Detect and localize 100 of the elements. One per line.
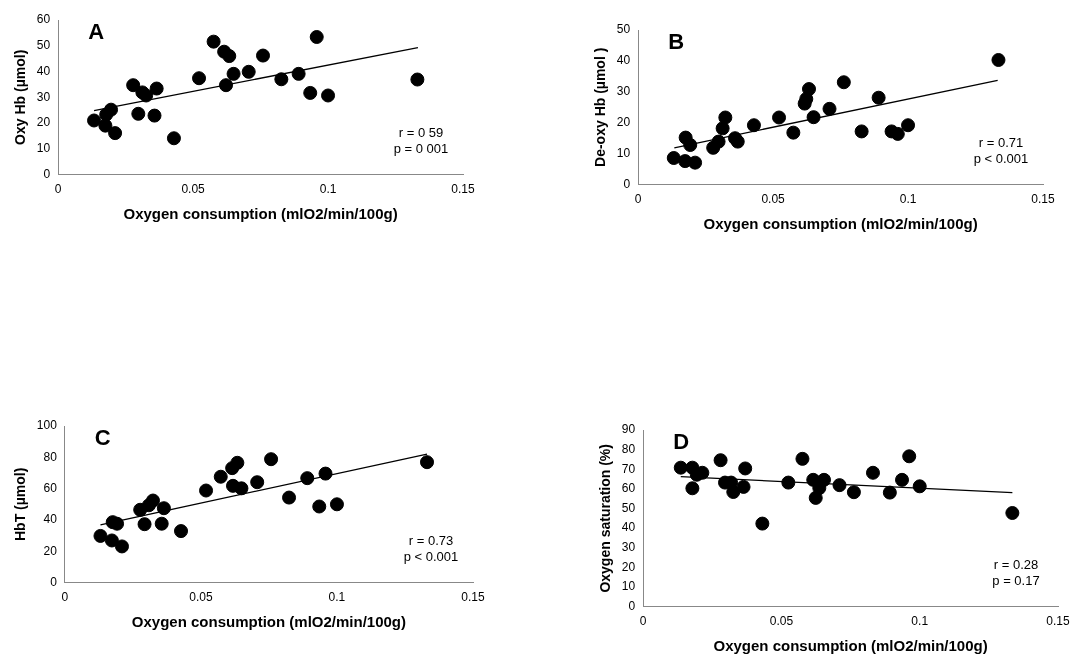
chart-title: B — [668, 29, 685, 55]
y-tick-label: 20 — [43, 543, 58, 558]
point — [781, 475, 796, 490]
point — [139, 88, 154, 103]
x-tick-label: 0.1 — [911, 614, 929, 629]
point — [772, 110, 787, 125]
point — [98, 118, 113, 133]
y-tick-label: 90 — [621, 422, 636, 437]
y-tick-label: 10 — [36, 141, 51, 156]
point — [282, 490, 297, 505]
point — [786, 125, 801, 140]
point — [726, 485, 741, 500]
x-tick-label: 0.1 — [899, 192, 917, 207]
y-tick-label: 0 — [43, 166, 51, 181]
point — [303, 85, 318, 100]
y-tick-label: 60 — [43, 480, 58, 495]
point — [666, 151, 681, 166]
y-tick-label: 60 — [621, 481, 636, 496]
point — [234, 481, 249, 496]
x-tick-label: 0.15 — [451, 182, 475, 197]
point — [715, 121, 730, 136]
point — [795, 451, 810, 466]
y-tick-label: 20 — [616, 115, 631, 130]
point — [410, 72, 425, 87]
annotation: p = 0 001 — [393, 140, 449, 156]
x-tick-label: 0.05 — [769, 614, 794, 629]
point — [166, 131, 181, 146]
y-tick-label: 0 — [50, 574, 58, 589]
x-tick-label: 0.05 — [189, 590, 213, 605]
point — [738, 461, 753, 476]
point — [901, 118, 916, 133]
y-tick-label: 40 — [616, 53, 631, 68]
annotation: r = 0.28 — [993, 556, 1039, 572]
point — [108, 126, 123, 141]
x-axis-title: Oxygen consumption (mlO2/min/100g) — [713, 637, 988, 655]
point — [137, 517, 152, 532]
point — [206, 34, 221, 49]
chart-title: C — [94, 425, 111, 451]
annotation: p < 0.001 — [403, 548, 459, 564]
point — [871, 90, 886, 105]
chart-title: D — [673, 429, 690, 455]
point — [420, 455, 435, 470]
point — [131, 106, 146, 121]
point — [822, 101, 837, 116]
annotation: r = 0 59 — [398, 124, 444, 140]
point — [673, 460, 688, 475]
annotation: p < 0.001 — [973, 150, 1029, 166]
x-tick-label: 0.15 — [1046, 614, 1070, 629]
x-tick-label: 0.1 — [319, 182, 337, 197]
annotation: r = 0.73 — [408, 532, 454, 548]
point — [213, 469, 228, 484]
x-tick-label: 0.05 — [181, 182, 206, 197]
point — [291, 66, 306, 81]
point — [219, 78, 234, 93]
y-tick-label: 30 — [616, 84, 631, 99]
y-tick-label: 80 — [621, 441, 636, 456]
annotation: r = 0.71 — [978, 134, 1024, 150]
point — [300, 471, 315, 486]
point — [902, 449, 917, 464]
point — [126, 78, 141, 93]
point — [93, 528, 108, 543]
y-tick-label: 30 — [36, 89, 51, 104]
y-tick-label: 80 — [43, 449, 58, 464]
point — [192, 71, 207, 86]
point — [817, 472, 832, 487]
annotation: p = 0.17 — [992, 572, 1040, 588]
point — [114, 539, 129, 554]
point — [250, 475, 265, 490]
y-tick-label: 30 — [621, 540, 636, 555]
point — [895, 472, 910, 487]
y-axis-title: Oxy Hb (µmol) — [12, 49, 29, 145]
point — [222, 49, 237, 64]
y-tick-label: 60 — [36, 12, 51, 27]
point — [806, 110, 821, 125]
point — [836, 75, 851, 90]
point — [154, 516, 169, 531]
point — [755, 516, 770, 531]
point — [174, 524, 189, 539]
point — [688, 155, 703, 170]
y-tick-label: 100 — [36, 418, 58, 433]
point — [318, 466, 333, 481]
point — [110, 516, 125, 531]
point — [226, 66, 241, 81]
point — [312, 499, 327, 514]
point — [685, 481, 700, 496]
point — [241, 64, 256, 79]
point — [683, 138, 698, 153]
y-tick-label: 20 — [36, 115, 51, 130]
y-axis-title: De-oxy Hb (µmol ) — [592, 47, 609, 167]
y-tick-label: 40 — [36, 63, 51, 78]
y-axis-title: HbT (µmol) — [12, 467, 29, 541]
point — [865, 465, 880, 480]
x-tick-label: 0.05 — [761, 192, 786, 207]
x-tick-label: 0.15 — [1031, 192, 1055, 207]
point — [802, 82, 816, 97]
point — [87, 113, 102, 128]
point — [329, 497, 344, 512]
point — [199, 483, 214, 498]
x-tick-label: 0 — [61, 590, 69, 605]
x-axis-title: Oxygen consumption (mlO2/min/100g) — [703, 215, 978, 233]
